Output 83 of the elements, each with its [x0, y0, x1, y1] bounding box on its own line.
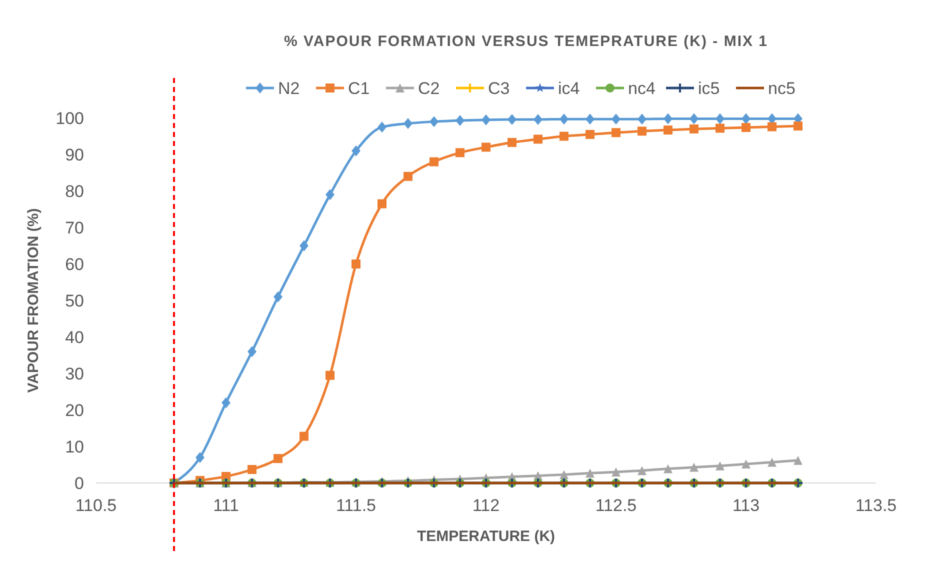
point [664, 464, 672, 474]
point [560, 470, 568, 480]
x-tick-label: 112.5 [595, 496, 637, 515]
point [274, 291, 282, 302]
x-tick-label: 110.5 [75, 496, 117, 515]
point [352, 260, 360, 268]
point [768, 122, 776, 132]
point [716, 124, 724, 133]
point [300, 432, 308, 441]
point [248, 346, 256, 358]
point [768, 458, 776, 467]
x-axis-title: TEMPERATURE (K) [416, 528, 556, 545]
y-tick-label: 90 [65, 145, 84, 164]
point [638, 126, 646, 136]
y-tick-label: 40 [65, 328, 84, 347]
point [378, 199, 386, 208]
point [352, 145, 360, 156]
legend-label: ic4 [558, 78, 580, 98]
point [404, 172, 412, 181]
chart-title: % VAPOUR FORMATION VERSUS TEMEPRATURE (K) - MIX 1 [284, 33, 768, 50]
point [326, 370, 334, 380]
legend-label: C2 [418, 78, 440, 98]
y-tick-label: 60 [65, 254, 84, 274]
point [586, 130, 594, 139]
x-tick-label: 111 [213, 496, 239, 515]
point [300, 240, 308, 252]
y-tick-label: 50 [65, 291, 84, 310]
legend-label: nc4 [628, 78, 656, 98]
point [794, 122, 802, 131]
legend-label: ic5 [698, 78, 720, 98]
point [638, 114, 646, 125]
point [690, 124, 698, 134]
y-tick-label: 0 [74, 474, 84, 493]
point [430, 116, 438, 128]
point [378, 122, 386, 133]
point [612, 468, 620, 477]
point [742, 113, 750, 124]
point [794, 456, 802, 465]
point [534, 114, 542, 125]
point [690, 462, 698, 472]
point [664, 113, 672, 124]
point [716, 461, 724, 470]
legend-label: nc5 [768, 78, 796, 98]
x-tick-label: 111.5 [336, 496, 376, 515]
y-tick-label: 80 [65, 182, 84, 201]
point [560, 114, 568, 125]
legend-label: C1 [348, 78, 370, 98]
point [560, 132, 568, 141]
y-axis-title: VAPOUR FROMATION (%) [25, 208, 42, 393]
point [326, 189, 334, 200]
y-tick-label: 20 [65, 400, 84, 420]
x-tick-label: 113 [732, 496, 760, 515]
point [586, 114, 594, 125]
point [482, 142, 490, 152]
point [742, 122, 750, 132]
x-tick-label: 113.5 [855, 496, 897, 515]
y-tick-label: 70 [65, 218, 84, 238]
point [482, 114, 490, 126]
point [222, 397, 230, 408]
point [690, 113, 698, 124]
point [248, 464, 256, 474]
point [638, 466, 646, 476]
point [456, 148, 464, 158]
point [456, 115, 464, 126]
y-tick-label: 100 [56, 108, 84, 128]
point [508, 114, 516, 125]
y-tick-label: 10 [65, 437, 84, 456]
point [586, 468, 594, 478]
point [430, 157, 438, 166]
point [196, 452, 204, 463]
point [274, 454, 282, 464]
point [404, 118, 412, 129]
point [508, 138, 516, 147]
point [612, 128, 620, 138]
point [664, 126, 672, 135]
point [534, 134, 542, 144]
x-tick-label: 112 [472, 496, 500, 515]
point [612, 114, 620, 125]
y-tick-label: 30 [65, 364, 84, 384]
legend-label: N2 [278, 78, 300, 98]
point [716, 113, 724, 124]
point [742, 460, 750, 469]
legend-label: C3 [488, 78, 510, 98]
